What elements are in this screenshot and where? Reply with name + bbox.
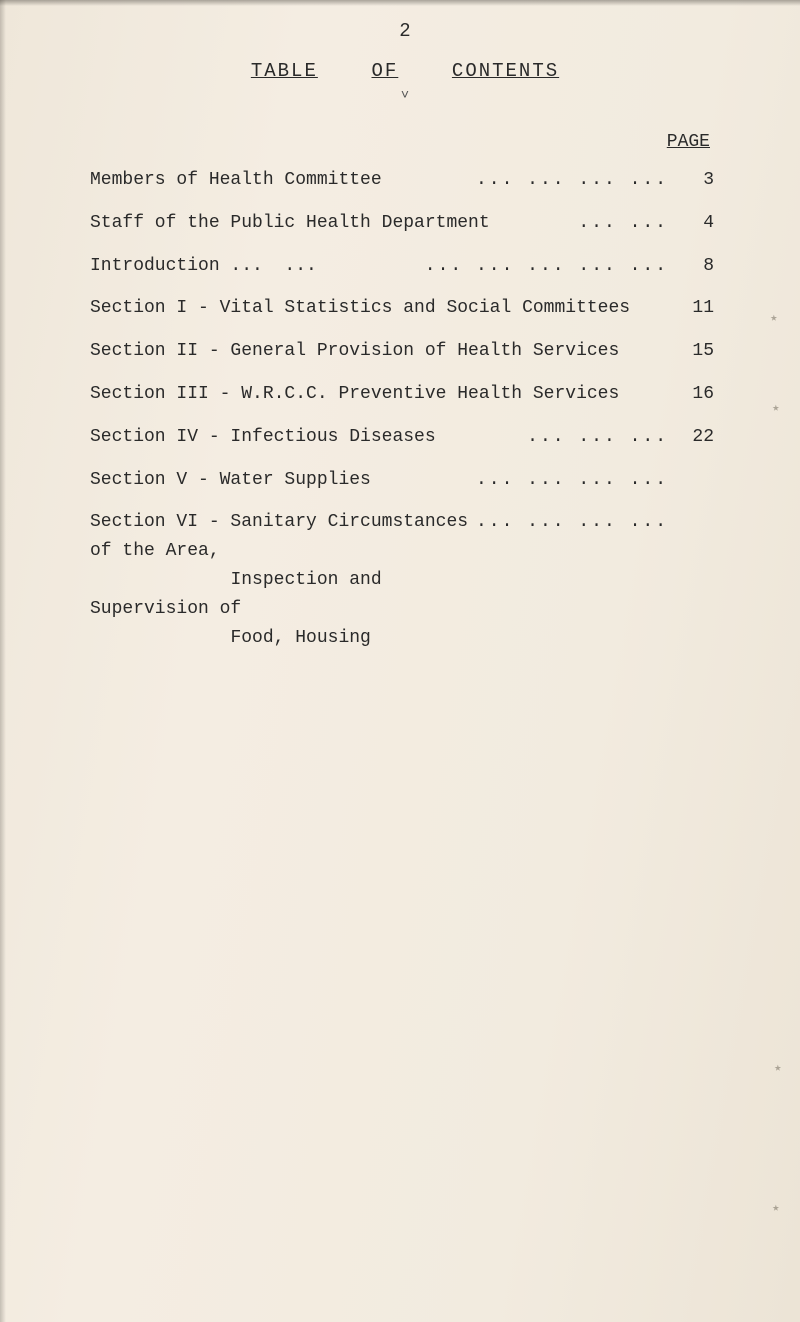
toc-leader-dots: ... ... ... ...	[470, 466, 674, 495]
scan-edge-left	[0, 0, 6, 1322]
scan-mark: ٭	[772, 1200, 780, 1217]
toc-entry-label: Introduction ... ...	[90, 252, 419, 281]
toc-entry-page: 22	[674, 423, 720, 452]
toc-row: Introduction ... ... ... ... ... ... ...…	[90, 252, 720, 281]
toc-entry-label: Section V - Water Supplies	[90, 466, 470, 495]
toc-row: Section IV - Infectious Diseases ... ...…	[90, 423, 720, 452]
column-heading-page: PAGE	[90, 132, 710, 152]
scan-mark: ٭	[774, 1060, 782, 1077]
toc-entry-page: 11	[674, 294, 720, 323]
document-page: 2 TABLE OF CONTENTS ˅ PAGE Members of He…	[0, 0, 800, 1322]
toc-entry-label: Section III - W.R.C.C. Preventive Health…	[90, 380, 662, 409]
toc-entry-page: 3	[674, 166, 720, 195]
toc-leader-dots: ... ... ... ...	[470, 508, 674, 537]
toc-entry-label: Staff of the Public Health Department	[90, 209, 572, 238]
toc-row: Staff of the Public Health Department ..…	[90, 209, 720, 238]
toc-leader-dots: ... ...	[572, 209, 674, 238]
toc-row: Section III - W.R.C.C. Preventive Health…	[90, 380, 720, 409]
toc-row: Section V - Water Supplies ... ... ... .…	[90, 466, 720, 495]
title-word-contents: CONTENTS	[452, 60, 559, 84]
toc-row: Section II - General Provision of Health…	[90, 337, 720, 366]
table-of-contents: Members of Health Committee ... ... ... …	[90, 166, 720, 652]
toc-row: Section I - Vital Statistics and Social …	[90, 294, 720, 323]
toc-entry-label: Section IV - Infectious Diseases	[90, 423, 521, 452]
toc-entry-label: Members of Health Committee	[90, 166, 470, 195]
toc-entry-label: Section II - General Provision of Health…	[90, 337, 662, 366]
toc-entry-page: 16	[674, 380, 720, 409]
toc-leader-dots: ... ... ... ... ...	[419, 252, 674, 281]
toc-entry-page: 8	[674, 252, 720, 281]
toc-entry-label: Section I - Vital Statistics and Social …	[90, 294, 662, 323]
toc-entry-label: Section VI - Sanitary Circumstances of t…	[90, 508, 470, 652]
scan-mark: ٭	[772, 400, 780, 417]
toc-leader-dots: ... ... ... ...	[470, 166, 674, 195]
toc-entry-page: 15	[674, 337, 720, 366]
toc-row: Members of Health Committee ... ... ... …	[90, 166, 720, 195]
toc-leader-dots: ... ... ...	[521, 423, 674, 452]
page-number-top: 2	[90, 20, 720, 42]
toc-entry-page: 4	[674, 209, 720, 238]
toc-row: Section VI - Sanitary Circumstances of t…	[90, 508, 720, 652]
title-word-of: OF	[371, 60, 398, 84]
correction-caret-mark: ˅	[90, 88, 720, 104]
document-title: TABLE OF CONTENTS	[90, 60, 720, 82]
scan-mark: ٭	[770, 310, 778, 327]
scan-edge-top	[0, 0, 800, 6]
title-word-table: TABLE	[251, 60, 318, 84]
